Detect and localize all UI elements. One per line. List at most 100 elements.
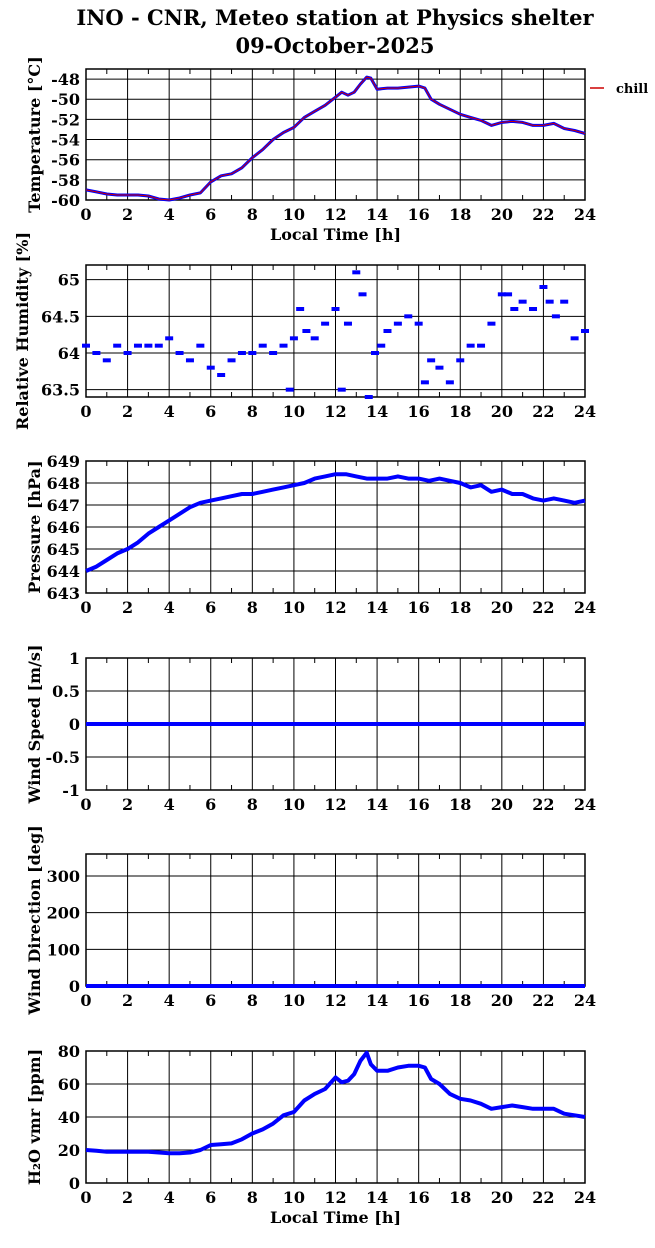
x-tick-label: 22	[532, 1188, 554, 1207]
data-point	[144, 343, 153, 348]
series-line-chill	[85, 76, 586, 201]
y-axis-label: H₂O vmr [ppm]	[25, 1049, 44, 1185]
x-tick-label: 10	[283, 205, 305, 224]
legend-label-chill: chill	[616, 82, 648, 97]
x-tick-label: 12	[324, 402, 346, 421]
x-tick-label: 8	[247, 1188, 258, 1207]
x-tick-label: 24	[574, 205, 596, 224]
data-point	[551, 314, 560, 319]
x-tick-label: 6	[205, 402, 216, 421]
x-tick-label: 14	[366, 598, 388, 617]
data-point	[504, 292, 513, 297]
x-tick-label: 22	[532, 991, 554, 1010]
x-tick-label: 14	[366, 795, 388, 814]
y-tick-label: -0.5	[46, 748, 80, 767]
data-point	[529, 307, 538, 311]
x-tick-label: 10	[283, 991, 305, 1010]
data-point	[352, 270, 361, 275]
x-tick-label: 4	[164, 1188, 175, 1207]
data-point	[123, 351, 132, 355]
y-tick-label: 100	[47, 940, 80, 959]
data-point	[364, 395, 373, 399]
data-point	[343, 321, 352, 326]
data-point	[383, 329, 392, 333]
y-tick-label: 80	[58, 1042, 80, 1061]
y-tick-label: 64	[58, 344, 80, 363]
y-tick-label: 643	[47, 584, 80, 603]
data-point	[445, 380, 454, 385]
y-tick-label: 0.5	[52, 682, 80, 701]
data-point	[371, 351, 380, 355]
x-tick-label: 8	[247, 402, 258, 421]
data-point	[420, 380, 429, 385]
y-axis-label: Wind Speed [m/s]	[25, 645, 44, 805]
x-tick-label: 22	[532, 598, 554, 617]
x-tick-label: 4	[164, 205, 175, 224]
y-tick-label: 40	[58, 1108, 80, 1127]
data-point	[285, 387, 294, 392]
y-tick-label: 300	[47, 867, 80, 886]
x-tick-label: 6	[205, 991, 216, 1010]
data-point	[435, 365, 444, 370]
x-tick-label: 8	[247, 598, 258, 617]
y-tick-label: 646	[47, 518, 80, 537]
x-tick-label: 16	[408, 205, 430, 224]
plot-frame	[85, 460, 586, 594]
x-tick-label: 12	[324, 1188, 346, 1207]
data-point	[248, 351, 257, 355]
data-point	[337, 387, 346, 392]
x-tick-label: 24	[574, 795, 596, 814]
x-tick-label: 20	[491, 795, 513, 814]
x-tick-label: 16	[408, 991, 430, 1010]
x-tick-label: 0	[80, 795, 91, 814]
data-point	[296, 307, 305, 311]
y-tick-label: -48	[51, 70, 80, 89]
x-tick-label: 4	[164, 402, 175, 421]
x-tick-label: 8	[247, 991, 258, 1010]
data-point	[237, 351, 246, 355]
x-tick-label: 12	[324, 598, 346, 617]
x-tick-label: 20	[491, 402, 513, 421]
x-tick-label: 8	[247, 795, 258, 814]
x-tick-label: 10	[283, 795, 305, 814]
data-point	[175, 351, 184, 355]
y-tick-label: 0	[69, 1174, 80, 1193]
data-point	[289, 336, 298, 341]
x-tick-label: 6	[205, 795, 216, 814]
y-tick-label: 20	[58, 1141, 80, 1160]
y-tick-label: -52	[51, 110, 80, 129]
x-tick-label: 14	[366, 402, 388, 421]
data-point	[539, 285, 548, 289]
x-tick-label: 16	[408, 402, 430, 421]
plot-frame	[85, 68, 586, 201]
data-point	[487, 321, 496, 326]
x-tick-label: 18	[449, 991, 471, 1010]
x-tick-label: 22	[532, 795, 554, 814]
x-tick-label: 18	[449, 795, 471, 814]
y-tick-label: 63.5	[41, 381, 80, 400]
x-tick-label: 4	[164, 991, 175, 1010]
x-tick-label: 2	[122, 991, 133, 1010]
data-point	[570, 336, 579, 341]
y-axis-label: Pressure [hPa]	[25, 460, 44, 593]
x-tick-label: 10	[283, 402, 305, 421]
x-tick-label: 18	[449, 1188, 471, 1207]
x-tick-label: 0	[80, 205, 91, 224]
title-line-2: 09-October-2025	[235, 33, 435, 58]
x-tick-label: 6	[205, 205, 216, 224]
y-tick-label: 645	[47, 540, 80, 559]
y-axis-label: Wind Direction [deg]	[25, 825, 44, 1016]
x-tick-label: 18	[449, 598, 471, 617]
data-point	[377, 343, 386, 348]
data-point	[165, 336, 174, 341]
x-tick-label: 2	[122, 1188, 133, 1207]
data-point	[456, 358, 465, 363]
data-point	[92, 351, 101, 355]
x-tick-label: 0	[80, 991, 91, 1010]
y-axis-label: Temperature [°C]	[25, 56, 44, 212]
